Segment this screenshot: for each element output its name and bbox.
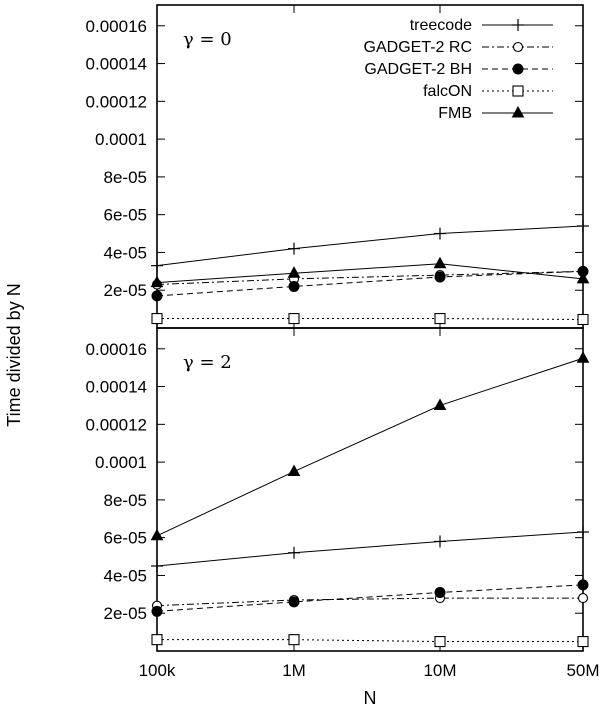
legend-marker [511, 105, 525, 118]
x-tick-label: 10M [423, 661, 456, 680]
y-tick-label: 6e-05 [104, 529, 147, 548]
y-tick-label: 0.00016 [86, 340, 147, 359]
data-point [576, 351, 590, 363]
data-point [150, 275, 164, 288]
y-tick-label: 4e-05 [104, 566, 147, 585]
legend-label: GADGET-2 BH [364, 61, 472, 78]
legend-label: treecode [410, 17, 472, 34]
panel-label: γ = 2 [183, 352, 232, 373]
panel-gamma-0: γ = 0 2e-05 4e-05 6e-05 8e-05 0.0001 0.00012 0… [86, 4, 590, 329]
data-point [287, 266, 301, 278]
data-point [434, 636, 446, 648]
series-falcon [151, 634, 589, 648]
data-point [151, 560, 163, 572]
x-tick-label: 50M [566, 661, 599, 680]
series-gadget-2-rc [151, 593, 589, 611]
data-point [150, 528, 164, 541]
legend-item: FMB [438, 105, 553, 122]
legend-marker [512, 19, 524, 31]
data-point [577, 579, 589, 591]
data-point [288, 634, 300, 646]
y-tick-label: 6e-05 [104, 206, 147, 225]
data-point [577, 636, 589, 648]
x-axis-title: N [364, 688, 377, 708]
legend-label: falcON [423, 83, 472, 100]
series-treecode [151, 220, 589, 272]
series-line [156, 531, 584, 567]
data-point [434, 535, 446, 548]
data-point [151, 605, 163, 617]
series-fmb [150, 256, 590, 288]
data-point [433, 398, 447, 410]
series-line [156, 225, 584, 267]
y-tick-label: 0.00014 [86, 55, 147, 74]
data-point [434, 313, 446, 325]
data-point [287, 464, 301, 477]
y-tick-label: 0.0001 [95, 453, 147, 472]
series-line [157, 318, 584, 320]
data-point [151, 259, 163, 272]
y-tick-label: 2e-05 [104, 604, 147, 623]
data-point [288, 242, 300, 255]
series-line [156, 270, 584, 297]
y-tick-label: 0.00012 [86, 415, 147, 434]
series-fmb [150, 351, 590, 541]
y-axis: 2e-05 4e-05 6e-05 8e-05 0.0001 0.00012 0.00014… [86, 328, 584, 651]
legend-marker [512, 85, 524, 97]
legend-marker [512, 41, 524, 53]
x-tick-label: 100k [139, 661, 176, 680]
data-point [433, 256, 447, 269]
data-point [577, 593, 589, 604]
data-point [577, 313, 589, 326]
series-line [157, 639, 583, 643]
data-point [434, 227, 446, 240]
y-tick-label: 8e-05 [104, 491, 147, 510]
panel-frame [156, 327, 584, 652]
y-tick-label: 8e-05 [104, 168, 147, 187]
series-treecode [151, 526, 589, 572]
legend-item: GADGET-2 RC [364, 39, 553, 56]
series-gadget-2-bh [151, 265, 589, 302]
y-tick-label: 2e-05 [104, 281, 147, 300]
legend-marker [512, 63, 524, 75]
x-axis: 100k 1M 10M 50M [139, 661, 600, 680]
data-point [288, 596, 300, 608]
data-point [576, 271, 590, 284]
legend-label: GADGET-2 RC [364, 39, 472, 56]
panel-gamma-2: γ = 2 2e-05 4e-05 6e-05 8e-05 0.0001 0.00012 0… [86, 327, 590, 652]
data-point [434, 271, 446, 283]
legend-item: GADGET-2 BH [364, 61, 553, 78]
series-falcon [151, 313, 589, 326]
series-line [156, 270, 584, 286]
series-gadget-2-rc [151, 266, 589, 290]
y-tick-label: 0.00014 [86, 378, 147, 397]
panel-label: γ = 0 [183, 29, 232, 50]
data-point [577, 220, 589, 232]
data-point [288, 280, 300, 292]
y-axis: 2e-05 4e-05 6e-05 8e-05 0.0001 0.00012 0.00014… [86, 5, 584, 328]
series-gadget-2-bh [151, 579, 589, 617]
y-tick-label: 0.00016 [86, 17, 147, 36]
data-point [151, 290, 163, 302]
y-tick-label: 0.0001 [95, 130, 147, 149]
data-point [577, 526, 589, 538]
series-line [156, 263, 584, 284]
y-axis-title: Time divided by N [4, 283, 24, 426]
legend-item: falcON [423, 83, 553, 100]
data-point [151, 313, 163, 325]
data-point [288, 546, 300, 559]
series-line [156, 597, 583, 607]
data-point [434, 586, 446, 598]
data-point [151, 634, 163, 646]
x-tick-label: 1M [282, 661, 306, 680]
legend: treecode GADGET-2 RC GADGET-2 BH falcON FMB [364, 17, 553, 122]
data-point [288, 313, 300, 325]
series-line [156, 584, 584, 612]
y-tick-label: 4e-05 [104, 243, 147, 262]
series-line [156, 357, 584, 537]
legend-item: treecode [410, 17, 553, 34]
y-tick-label: 0.00012 [86, 92, 147, 111]
legend-label: FMB [438, 105, 472, 122]
